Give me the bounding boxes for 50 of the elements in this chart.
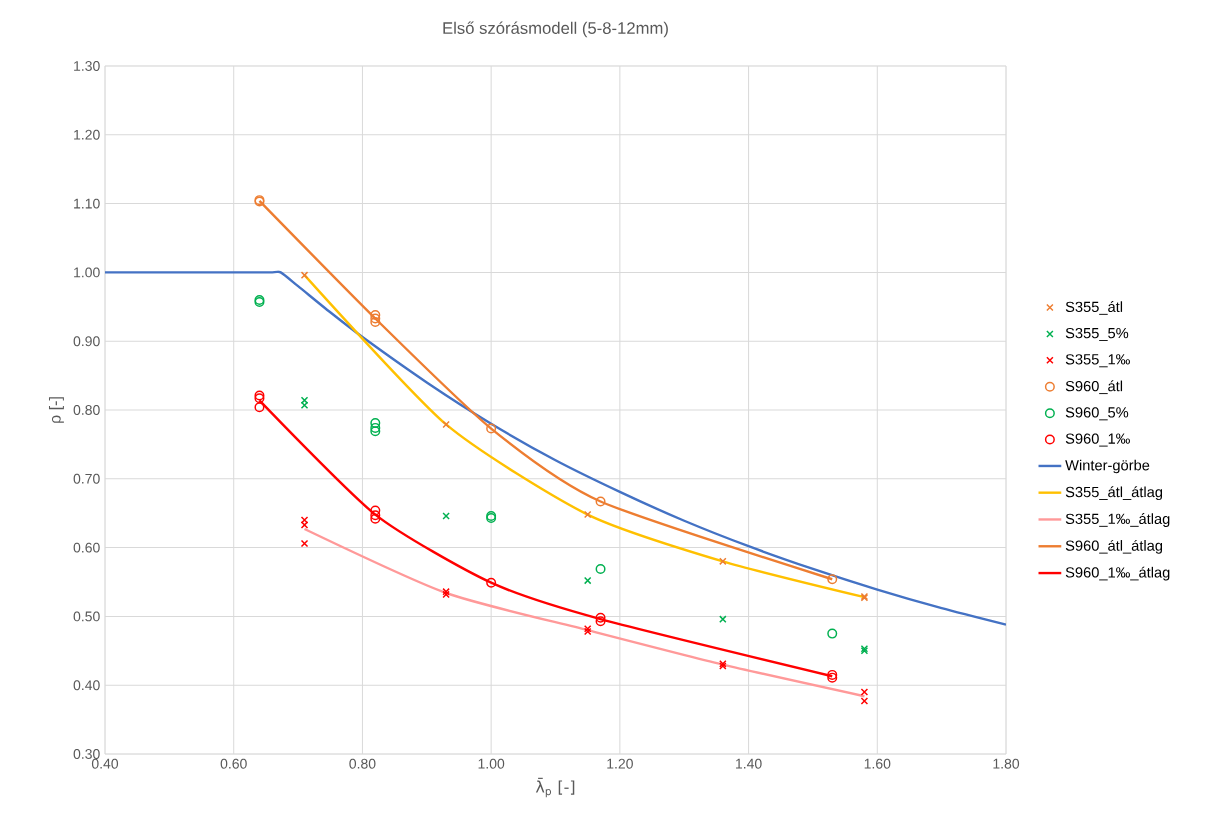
legend-label: S355_átl [1065, 301, 1123, 315]
point [370, 418, 381, 429]
x-tick-label: 0.80 [349, 758, 376, 769]
legend-label: S960_átl [1065, 380, 1123, 395]
x-tick-label: 1.00 [478, 758, 505, 769]
x-axis-title: λ̄$_{p}$ [-] [535, 777, 575, 798]
y-axis-title: ρ [-] [48, 397, 64, 423]
point [486, 577, 497, 588]
y-tick-label: 0.50 [73, 611, 100, 622]
x-tick-label: 1.40 [736, 758, 762, 769]
point [595, 612, 606, 623]
y-tick-label: 0.90 [73, 336, 100, 347]
point [595, 563, 606, 574]
y-tick-label: 0.60 [73, 542, 100, 553]
y-tick-label: 1.10 [74, 198, 100, 209]
point [719, 615, 727, 623]
y-tick-label: 0.40 [73, 680, 100, 691]
line-series [303, 527, 866, 698]
legend-label: S355_1‰_átlag [1065, 513, 1170, 527]
y-tick-label: 1.30 [74, 61, 100, 71]
y-tick-label: 0.80 [73, 405, 100, 415]
point [595, 616, 606, 627]
legend-label: S960_átl_átlag [1065, 539, 1163, 554]
x-tick-label: 0.40 [91, 758, 119, 769]
legend-label: S355_átl_átlag [1065, 486, 1163, 501]
legend-label: S960_1‰_átlag [1065, 566, 1170, 581]
point [254, 402, 265, 413]
x-tick-label: 1.20 [607, 758, 633, 769]
legend-label: S960_1‰ [1065, 433, 1130, 447]
legend-label: S960_5% [1065, 407, 1129, 421]
point [370, 505, 381, 516]
point [300, 539, 309, 548]
point [595, 496, 606, 507]
x-tick-label: 1.60 [864, 758, 891, 769]
legend-label: S355_1‰ [1065, 354, 1130, 368]
point [827, 574, 838, 585]
x-tick-label: 0.60 [220, 758, 247, 769]
point [486, 423, 497, 434]
chart-title: Első szórásmodell (5-8-12mm) [443, 21, 668, 38]
y-tick-label: 1.00 [74, 267, 100, 278]
point [370, 422, 381, 433]
y-tick-label: 0.70 [73, 473, 100, 484]
legend-label: Winter-görbe [1065, 459, 1150, 474]
x-tick-label: 1.80 [993, 758, 1020, 769]
y-tick-label: 1.20 [74, 129, 100, 140]
line-series [105, 271, 1007, 626]
legend-label: S355_5% [1065, 327, 1129, 342]
point [827, 628, 838, 639]
y-tick-label: 0.30 [73, 749, 100, 759]
point [370, 426, 381, 437]
